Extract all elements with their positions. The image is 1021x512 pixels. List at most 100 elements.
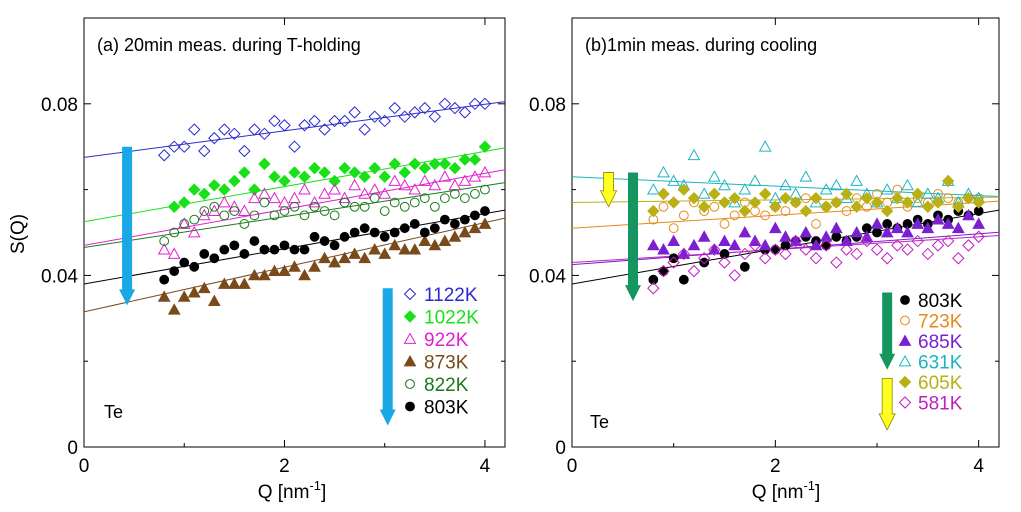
- data-point-605K: [667, 196, 680, 209]
- data-point-581K: [728, 269, 741, 282]
- data-point-922K: [348, 178, 361, 191]
- data-point-631K: [850, 174, 864, 186]
- data-point-605K: [657, 187, 670, 201]
- data-point-803K: [259, 244, 270, 255]
- data-point-873K: [368, 243, 382, 255]
- data-point-685K: [707, 243, 721, 255]
- data-point-803K: [189, 261, 200, 272]
- legend-marker-1122K: [403, 287, 417, 301]
- data-point-873K: [448, 230, 462, 242]
- data-point-822K: [269, 210, 280, 221]
- data-point-723K: [678, 210, 689, 221]
- data-point-803K: [339, 231, 350, 242]
- data-point-873K: [428, 238, 442, 251]
- data-point-1022K: [198, 187, 211, 201]
- data-point-1022K: [278, 174, 291, 188]
- data-point-1122K: [388, 101, 401, 115]
- legend-label-1022K: 1022K: [424, 308, 479, 329]
- data-point-685K: [728, 238, 742, 251]
- data-point-1022K: [218, 183, 231, 196]
- data-point-685K: [911, 217, 925, 229]
- data-point-1022K: [388, 157, 401, 171]
- data-point-922K: [378, 187, 392, 199]
- data-point-822K: [299, 210, 310, 221]
- data-point-922K: [418, 174, 432, 186]
- data-point-1022K: [318, 166, 331, 179]
- data-point-631K: [829, 178, 843, 191]
- data-point-605K: [799, 204, 813, 218]
- arrow-green-legend: [879, 292, 896, 370]
- data-point-1022K: [328, 174, 341, 188]
- data-point-581K: [657, 264, 670, 278]
- data-point-1022K: [168, 200, 181, 213]
- data-point-822K: [199, 206, 210, 216]
- data-point-631K: [840, 191, 853, 204]
- data-point-873K: [248, 268, 261, 281]
- data-point-873K: [338, 251, 351, 264]
- data-point-1122K: [188, 123, 201, 136]
- data-point-822K: [480, 184, 490, 195]
- arrows-a: [119, 146, 396, 426]
- data-point-685K: [677, 247, 691, 259]
- data-point-922K: [458, 174, 472, 186]
- data-point-723K: [719, 219, 730, 229]
- data-point-803K: [159, 274, 170, 285]
- data-point-1022K: [398, 166, 411, 179]
- data-point-581K: [860, 234, 874, 248]
- data-point-922K: [338, 191, 351, 204]
- panel-a: 0 2 400.040.08 1122K1022K922K873K822K803K …: [8, 17, 506, 503]
- data-point-803K: [449, 219, 460, 229]
- data-point-922K: [328, 183, 341, 195]
- data-point-581K: [880, 252, 894, 265]
- data-point-822K: [399, 201, 410, 212]
- data-point-631K: [718, 178, 731, 191]
- data-point-605K: [860, 191, 874, 205]
- legend-label-803K: 803K: [918, 291, 963, 312]
- data-point-922K: [398, 178, 412, 191]
- data-point-581K: [738, 247, 752, 261]
- legend-marker-605K: [898, 375, 912, 389]
- data-point-631K: [880, 183, 894, 195]
- data-point-1022K: [338, 161, 351, 175]
- data-point-922K: [228, 200, 241, 212]
- data-point-605K: [931, 196, 945, 209]
- data-point-1022K: [208, 179, 221, 192]
- data-point-581K: [931, 239, 945, 252]
- data-point-581K: [667, 256, 680, 269]
- data-point-1122K: [338, 114, 351, 128]
- y-tick-label: 0.08: [41, 95, 78, 116]
- data-point-803K: [229, 240, 240, 251]
- data-point-803K: [379, 231, 390, 242]
- data-point-1122K: [258, 127, 271, 141]
- x-tick-label: 0: [567, 456, 578, 477]
- data-point-1122K: [238, 144, 251, 158]
- data-point-685K: [962, 208, 975, 221]
- data-point-803K: [389, 227, 400, 238]
- data-point-822K: [359, 201, 370, 212]
- data-point-581K: [819, 239, 833, 252]
- data-point-803K: [349, 227, 360, 238]
- data-point-873K: [458, 225, 472, 238]
- data-point-803K: [319, 236, 330, 246]
- legend-label-685K: 685K: [918, 332, 963, 353]
- data-point-685K: [840, 234, 853, 246]
- data-point-803K: [359, 223, 370, 234]
- y-axis-title: S(Q): [8, 214, 29, 254]
- arrow-yellow-left: [599, 172, 618, 208]
- data-point-685K: [829, 221, 843, 234]
- data-point-822K: [289, 201, 300, 212]
- data-point-922K: [217, 195, 231, 208]
- data-point-873K: [207, 294, 221, 307]
- data-point-822K: [159, 236, 170, 246]
- data-point-1022K: [378, 170, 391, 183]
- data-point-922K: [468, 170, 482, 182]
- data-point-822K: [419, 193, 430, 204]
- legend-marker-803K: [900, 295, 910, 305]
- data-point-1122K: [288, 140, 301, 153]
- data-point-803K: [399, 223, 410, 234]
- x-tick-label: 4: [973, 456, 984, 477]
- data-point-873K: [238, 277, 251, 289]
- legend-marker-822K: [405, 379, 415, 389]
- data-point-581K: [647, 282, 660, 295]
- data-point-581K: [840, 243, 853, 256]
